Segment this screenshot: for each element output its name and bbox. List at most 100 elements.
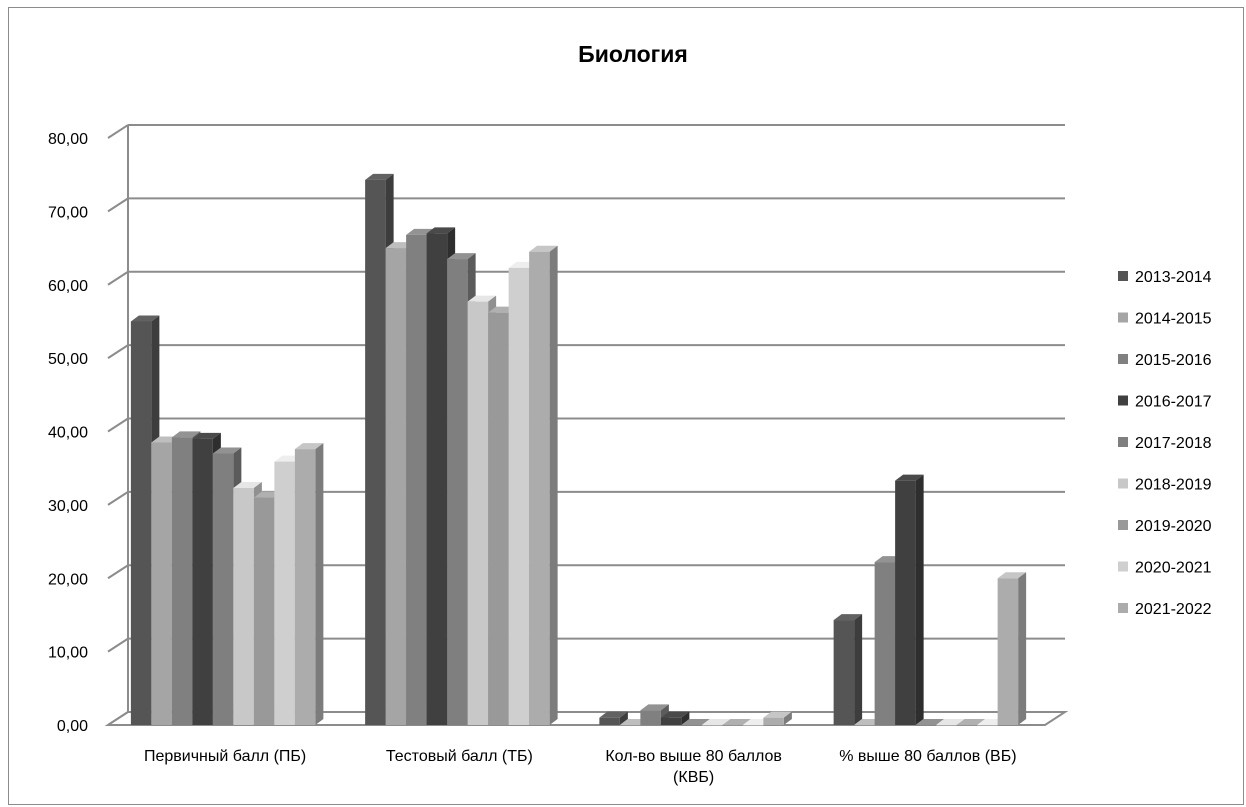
legend-label: 2014-2015	[1135, 311, 1212, 328]
bar-top	[233, 481, 262, 488]
y-tick-label: 50,00	[48, 351, 88, 368]
gridline-side	[107, 197, 129, 213]
bar-side	[315, 443, 324, 725]
bar-front	[467, 301, 489, 725]
bar-front	[426, 233, 448, 725]
bar-front	[977, 725, 998, 726]
legend-swatch	[1118, 271, 1128, 281]
bar-top	[599, 711, 628, 718]
bar-front	[763, 717, 784, 725]
bar	[660, 711, 690, 725]
bar-top	[956, 719, 986, 725]
bar-front	[406, 234, 427, 726]
bar-front	[833, 620, 855, 725]
bar-front	[997, 578, 1019, 725]
legend-swatch	[1118, 312, 1128, 323]
bar	[936, 719, 965, 726]
legend-label: 2021-2022	[1135, 601, 1212, 618]
bar	[722, 719, 751, 726]
bar	[529, 245, 558, 725]
bar-front	[681, 725, 702, 726]
legend-label: 2019-2020	[1135, 518, 1212, 535]
bar-top	[467, 295, 497, 302]
bar-front	[529, 251, 550, 725]
x-category-label: Кол-во выше 80 баллов (КВБ)	[605, 748, 782, 786]
bar-top	[722, 719, 751, 725]
y-tick-label: 0,00	[57, 718, 88, 735]
bar-top	[171, 431, 201, 438]
bar-front	[640, 710, 661, 725]
axes	[104, 125, 1069, 726]
gridline-side	[107, 637, 129, 653]
bar	[956, 719, 986, 726]
bar-front	[447, 259, 468, 725]
gridline-side	[107, 417, 129, 433]
bar-side	[549, 245, 558, 725]
legend-swatch	[1118, 437, 1128, 447]
bar-front	[365, 179, 386, 726]
bar-front	[936, 725, 957, 726]
bar-front	[212, 453, 234, 725]
bar-front	[854, 725, 875, 726]
bar-front	[253, 497, 275, 725]
bar-front	[722, 725, 743, 726]
bar-top	[997, 572, 1027, 579]
bar-front	[895, 480, 916, 725]
bar-top	[660, 711, 690, 718]
gridline-side	[107, 344, 129, 359]
bar-front	[151, 442, 172, 725]
bar-top	[130, 315, 160, 322]
bar-front	[488, 312, 509, 725]
gridline-side	[107, 270, 129, 286]
gridline-side	[107, 564, 129, 580]
bar-front	[130, 321, 152, 725]
bar-front	[171, 437, 193, 725]
bar-front	[619, 725, 641, 726]
bar-front	[192, 438, 213, 725]
y-tick-label: 30,00	[48, 498, 88, 515]
bar-front	[742, 725, 764, 726]
bar	[701, 719, 731, 726]
y-tick-label: 10,00	[48, 645, 88, 662]
bars	[130, 173, 1027, 726]
legend-label: 2017-2018	[1135, 435, 1212, 452]
bar-top	[192, 432, 221, 439]
legend-label: 2020-2021	[1135, 560, 1212, 577]
legend-label: 2013-2014	[1135, 269, 1212, 286]
bar-top	[640, 704, 669, 711]
legend-swatch	[1118, 561, 1128, 572]
legend-label: 2015-2016	[1135, 352, 1212, 369]
bar-side	[1018, 572, 1027, 725]
bar-top	[212, 447, 242, 454]
y-axis-ticks: 0,00 10,00 20,00 30,00 40,00 50,00 60,00 70,00 8…	[48, 131, 88, 735]
bar-top	[915, 719, 945, 725]
bar-top	[447, 253, 476, 260]
bar-front	[660, 717, 682, 725]
y-tick-label: 20,00	[48, 571, 88, 588]
bar-side	[915, 474, 924, 725]
x-axis-categories: Первичный балл (ПБ) Тестовый балл (ТБ) Кол…	[144, 748, 1017, 786]
bar-front	[274, 461, 295, 725]
gridline-side	[107, 491, 129, 506]
bar	[915, 719, 945, 726]
y-tick-label: 40,00	[48, 425, 88, 442]
bar	[895, 474, 924, 725]
bar-front	[701, 725, 723, 726]
bar-front	[874, 562, 896, 725]
legend-swatch	[1118, 395, 1128, 406]
bar	[763, 711, 792, 725]
bar-side	[783, 711, 792, 725]
bar	[599, 711, 628, 725]
legend-label: 2016-2017	[1135, 394, 1212, 411]
y-tick-label: 70,00	[48, 204, 88, 221]
bar-side	[619, 711, 628, 725]
bar	[681, 719, 710, 726]
bar	[833, 614, 863, 725]
legend-swatch	[1118, 354, 1128, 364]
bar-side	[681, 711, 690, 725]
legend-label: 2018-2019	[1135, 477, 1212, 494]
bar-front	[385, 248, 407, 725]
bar-top	[701, 719, 731, 725]
bar-front	[508, 267, 530, 725]
